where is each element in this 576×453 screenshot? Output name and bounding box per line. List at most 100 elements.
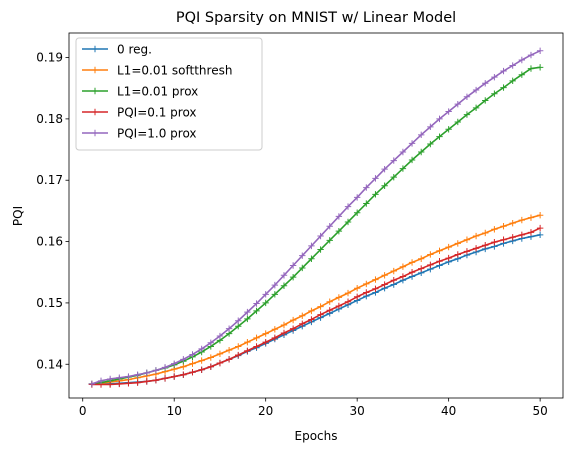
data-point-marker <box>536 64 544 71</box>
data-point-marker <box>372 285 379 293</box>
data-point-marker <box>289 316 297 324</box>
data-point-marker <box>518 56 526 64</box>
legend-entry: L1=0.01 softthresh <box>82 63 232 77</box>
data-point-marker <box>445 243 452 251</box>
data-point-marker <box>536 224 544 232</box>
data-point-marker <box>454 118 461 126</box>
data-point-marker <box>518 231 526 239</box>
x-tick-label: 40 <box>441 404 456 418</box>
legend-entry: L1=0.01 prox <box>82 84 198 98</box>
data-point-marker <box>180 356 187 363</box>
data-point-marker <box>491 226 498 233</box>
data-point-marker <box>225 356 233 363</box>
legend-label: 0 reg. <box>117 42 152 56</box>
data-point-marker <box>326 223 333 230</box>
data-point-marker <box>180 371 187 378</box>
data-point-marker <box>161 375 169 382</box>
data-point-marker <box>299 252 306 259</box>
data-point-marker <box>335 213 343 220</box>
series-4 <box>88 47 544 388</box>
data-point-marker <box>454 100 461 108</box>
data-point-marker <box>509 219 516 227</box>
data-point-marker <box>207 339 214 346</box>
legend-marker <box>91 66 99 74</box>
data-point-marker <box>454 240 461 247</box>
data-point-marker <box>262 338 269 346</box>
data-point-marker <box>427 123 434 131</box>
data-point-marker <box>207 354 214 361</box>
data-point-marker <box>390 157 397 164</box>
data-point-marker <box>189 360 196 367</box>
plot-area <box>88 47 544 388</box>
data-point-marker <box>463 111 471 118</box>
data-point-marker <box>509 77 516 85</box>
y-axis-label: PQI <box>11 206 25 226</box>
y-tick-label: 0.19 <box>36 51 63 65</box>
data-point-marker <box>353 194 361 201</box>
data-point-marker <box>500 84 507 91</box>
data-point-marker <box>125 380 132 387</box>
data-point-marker <box>344 289 352 297</box>
data-point-marker <box>390 277 397 284</box>
data-point-marker <box>271 281 279 289</box>
axes-frame <box>68 32 564 399</box>
data-point-marker <box>253 307 260 315</box>
legend-label: L1=0.01 prox <box>117 84 198 98</box>
data-point-marker <box>445 108 452 115</box>
data-point-marker <box>418 148 425 156</box>
data-point-marker <box>88 380 96 388</box>
data-point-marker <box>198 357 205 364</box>
x-tick-label: 10 <box>167 404 182 418</box>
data-point-marker <box>125 373 132 380</box>
data-point-marker <box>235 343 242 350</box>
data-point-marker <box>116 374 123 381</box>
data-point-marker <box>299 312 306 319</box>
data-point-marker <box>198 345 205 353</box>
data-point-marker <box>491 73 498 81</box>
legend-marker <box>91 87 99 95</box>
legend: 0 reg. L1=0.01 softthresh L1=0.01 prox PQI=… <box>75 37 263 151</box>
data-point-marker <box>198 366 205 373</box>
data-point-marker <box>317 232 324 240</box>
legend-marker <box>91 129 99 137</box>
data-point-marker <box>171 360 178 367</box>
data-point-marker <box>436 133 443 140</box>
legend-marker <box>91 45 99 53</box>
data-point-marker <box>289 325 297 332</box>
data-point-marker <box>344 203 352 210</box>
data-point-marker <box>381 281 388 288</box>
y-tick-label: 0.15 <box>36 296 63 310</box>
data-point-marker <box>308 255 315 262</box>
data-point-marker <box>527 229 535 236</box>
data-point-marker <box>225 325 233 332</box>
data-point-marker <box>326 298 333 305</box>
data-point-marker <box>244 338 251 346</box>
data-point-marker <box>180 363 187 370</box>
data-point-marker <box>116 380 123 388</box>
data-point-marker <box>253 334 260 342</box>
data-point-marker <box>408 259 416 266</box>
data-point-marker <box>500 236 507 243</box>
data-point-marker <box>509 234 516 241</box>
data-point-marker <box>207 363 214 370</box>
data-point-marker <box>344 298 352 305</box>
data-point-marker <box>482 229 489 237</box>
data-point-marker <box>308 242 315 250</box>
data-point-marker <box>299 320 306 327</box>
data-point-marker <box>527 65 535 72</box>
legend-label: PQI=0.1 prox <box>117 105 197 119</box>
data-point-marker <box>253 343 260 350</box>
data-point-marker <box>216 359 224 367</box>
data-point-marker <box>335 302 343 310</box>
data-point-marker <box>518 71 526 78</box>
data-point-marker <box>427 140 434 148</box>
legend-label: PQI=1.0 prox <box>117 126 197 140</box>
data-point-marker <box>363 200 370 207</box>
data-point-marker <box>235 317 242 324</box>
data-point-marker <box>335 294 343 301</box>
data-point-marker <box>216 332 224 340</box>
data-point-marker <box>326 307 333 314</box>
data-point-marker <box>106 375 114 383</box>
data-point-marker <box>399 148 407 156</box>
